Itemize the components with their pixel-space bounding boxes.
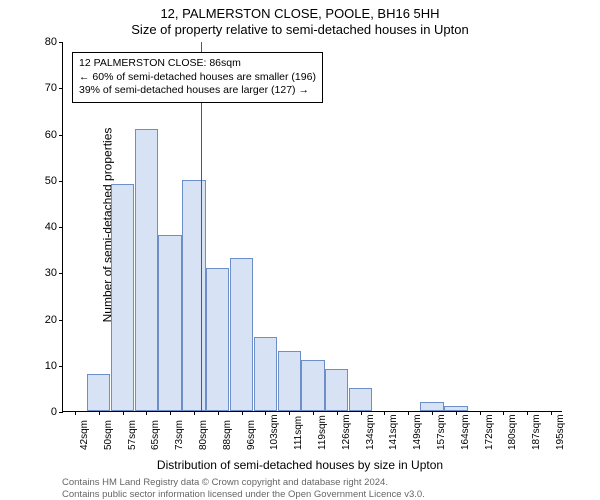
x-tick-mark <box>242 411 243 415</box>
y-tick-label: 40 <box>25 221 57 233</box>
x-tick-label: 157sqm <box>436 414 447 450</box>
x-tick-label: 195sqm <box>555 414 566 450</box>
y-tick-label: 50 <box>25 175 57 187</box>
x-tick-mark <box>218 411 219 415</box>
x-tick-label: 42sqm <box>79 420 90 450</box>
x-tick-mark <box>432 411 433 415</box>
y-tick-mark <box>59 412 63 413</box>
x-tick-label: 164sqm <box>460 414 471 450</box>
y-tick-label: 60 <box>25 129 57 141</box>
x-tick-label: 65sqm <box>150 420 161 450</box>
x-tick-label: 50sqm <box>103 420 114 450</box>
x-tick-mark <box>337 411 338 415</box>
histogram-bar <box>325 369 348 411</box>
y-tick-label: 0 <box>25 406 57 418</box>
y-tick-label: 80 <box>25 36 57 48</box>
y-tick-mark <box>59 273 63 274</box>
histogram-bar <box>111 184 134 411</box>
annotation-box: 12 PALMERSTON CLOSE: 86sqm ← 60% of semi… <box>72 52 323 103</box>
footer-attribution: Contains HM Land Registry data © Crown c… <box>62 477 425 500</box>
x-tick-mark <box>146 411 147 415</box>
x-tick-label: 96sqm <box>246 420 257 450</box>
x-axis-label: Distribution of semi-detached houses by … <box>0 458 600 472</box>
annotation-line-3: 39% of semi-detached houses are larger (… <box>79 84 316 98</box>
histogram-bar <box>182 180 205 411</box>
x-tick-mark <box>456 411 457 415</box>
x-tick-label: 73sqm <box>174 420 185 450</box>
histogram-bar <box>349 388 372 411</box>
histogram-bar <box>206 268 229 411</box>
histogram-bar <box>301 360 324 411</box>
y-tick-label: 20 <box>25 314 57 326</box>
histogram-bar <box>420 402 443 411</box>
y-tick-mark <box>59 227 63 228</box>
y-tick-mark <box>59 366 63 367</box>
y-tick-mark <box>59 88 63 89</box>
histogram-bar <box>135 129 158 411</box>
y-tick-mark <box>59 42 63 43</box>
x-tick-label: 111sqm <box>293 416 304 450</box>
x-tick-mark <box>408 411 409 415</box>
x-tick-mark <box>194 411 195 415</box>
x-tick-mark <box>503 411 504 415</box>
x-tick-mark <box>313 411 314 415</box>
y-tick-mark <box>59 181 63 182</box>
x-tick-label: 180sqm <box>507 414 518 450</box>
x-tick-mark <box>123 411 124 415</box>
x-tick-label: 119sqm <box>317 415 328 450</box>
x-tick-label: 80sqm <box>198 420 209 450</box>
x-tick-label: 103sqm <box>269 414 280 450</box>
chart-title-sub: Size of property relative to semi-detach… <box>0 22 600 37</box>
histogram-bar <box>158 235 181 411</box>
x-tick-mark <box>480 411 481 415</box>
chart-title-address: 12, PALMERSTON CLOSE, POOLE, BH16 5HH <box>0 6 600 21</box>
histogram-bar <box>254 337 277 411</box>
x-tick-label: 134sqm <box>365 414 376 450</box>
histogram-bar <box>278 351 301 411</box>
x-tick-mark <box>289 411 290 415</box>
y-tick-label: 70 <box>25 82 57 94</box>
footer-line-1: Contains HM Land Registry data © Crown c… <box>62 477 425 488</box>
x-tick-mark <box>170 411 171 415</box>
footer-line-2: Contains public sector information licen… <box>62 489 425 500</box>
y-tick-mark <box>59 320 63 321</box>
y-tick-mark <box>59 135 63 136</box>
x-tick-label: 172sqm <box>484 414 495 450</box>
x-tick-label: 57sqm <box>127 420 138 450</box>
x-tick-mark <box>384 411 385 415</box>
x-tick-mark <box>99 411 100 415</box>
annotation-line-1: 12 PALMERSTON CLOSE: 86sqm <box>79 57 316 71</box>
x-tick-mark <box>527 411 528 415</box>
histogram-bar <box>87 374 110 411</box>
annotation-line-2: ← 60% of semi-detached houses are smalle… <box>79 71 316 85</box>
x-tick-label: 187sqm <box>531 414 542 450</box>
y-tick-label: 10 <box>25 360 57 372</box>
y-tick-label: 30 <box>25 267 57 279</box>
x-tick-mark <box>265 411 266 415</box>
x-tick-label: 149sqm <box>412 414 423 450</box>
x-tick-mark <box>551 411 552 415</box>
x-tick-label: 88sqm <box>222 420 233 450</box>
x-tick-mark <box>361 411 362 415</box>
histogram-bar <box>230 258 253 411</box>
x-tick-label: 126sqm <box>341 414 352 450</box>
x-tick-label: 141sqm <box>388 414 399 450</box>
x-tick-mark <box>75 411 76 415</box>
